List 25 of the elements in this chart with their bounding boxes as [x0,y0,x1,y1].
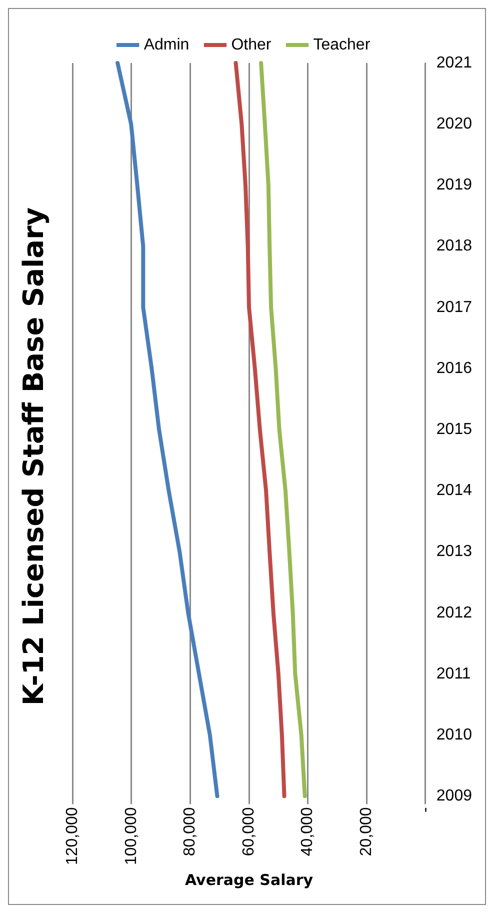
y-tick-label: 2016 [436,360,472,377]
x-tick-label: 40,000 [299,807,316,856]
legend-label: Other [231,36,272,54]
y-tick-label: 2009 [436,788,472,805]
y-tick-label: 2010 [436,726,472,744]
x-tick-label: 120,000 [64,807,82,866]
y-tick-label: 2019 [436,176,472,194]
y-tick-label: 2011 [436,665,471,682]
x-tick-label: 100,000 [122,807,140,866]
legend-label: Teacher [313,36,371,54]
y-tick-label: 2018 [436,238,472,255]
legend-label: Admin [144,36,190,54]
x-tick-label: 80,000 [182,807,199,856]
text: K-12 Licensed Staff Base Salary [17,207,50,706]
y-tick-label: 2012 [436,604,472,622]
y-tick-label: 2017 [436,298,472,316]
y-tick-label: 2020 [436,116,472,133]
x-tick-label: - [416,807,434,812]
x-tick-label: 20,000 [358,807,376,856]
y-tick-label: 2014 [436,482,472,500]
x-axis-title: Average Salary [184,870,314,889]
x-tick-label: 60,000 [240,807,258,856]
y-tick-label: 2015 [436,420,472,438]
y-tick-label: 2013 [436,543,472,560]
y-tick-label: 2021 [436,54,472,72]
